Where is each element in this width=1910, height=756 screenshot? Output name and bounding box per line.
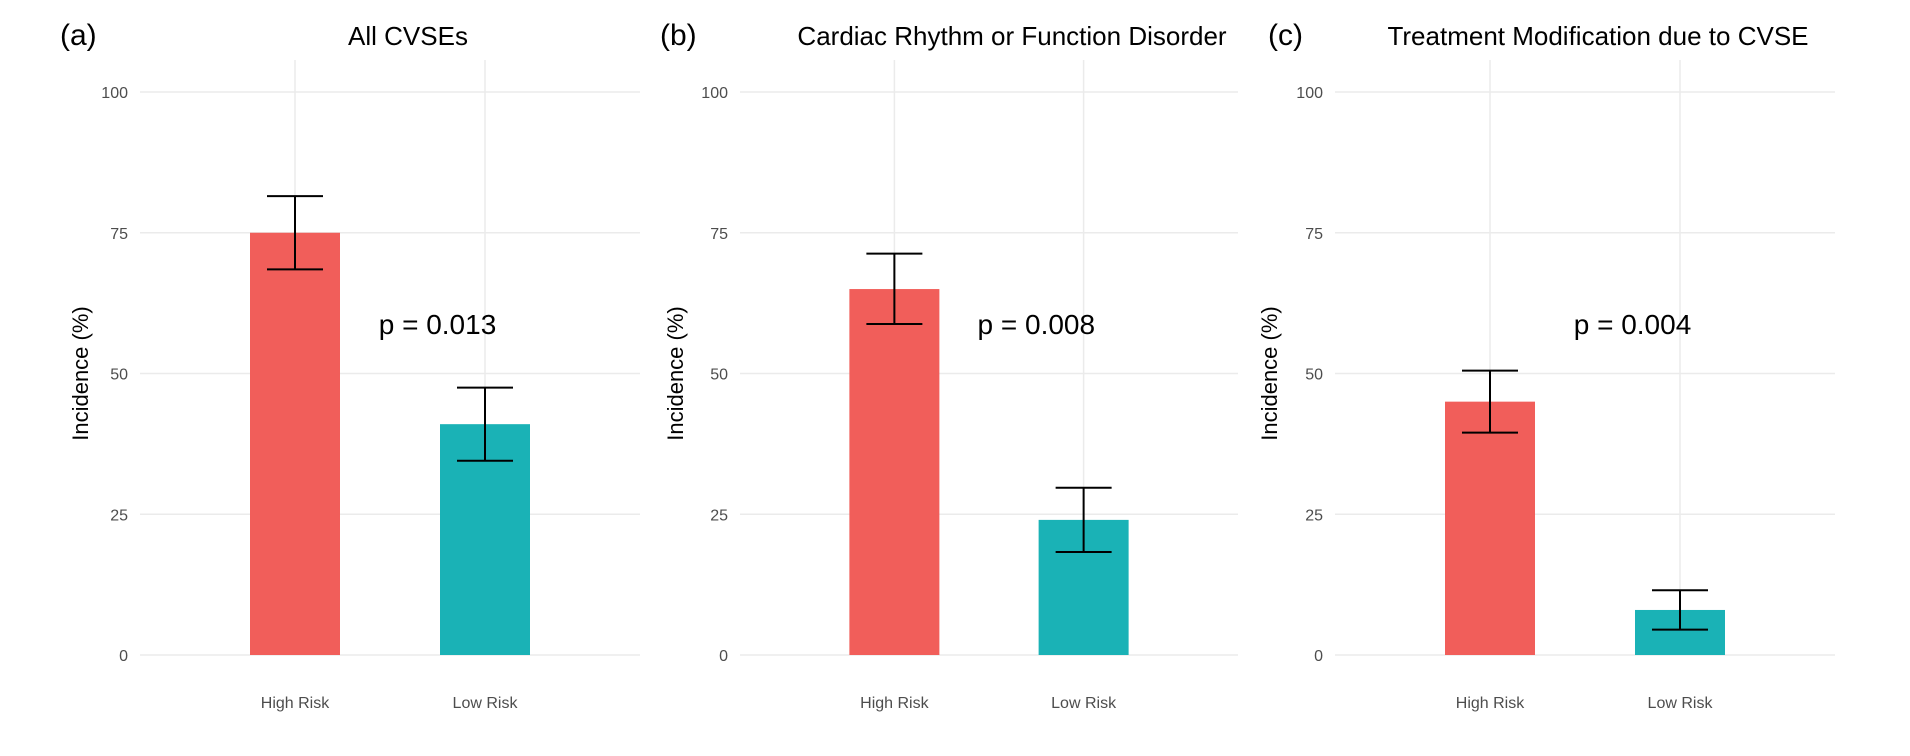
panel-1: 0 25 50 75 100 High Risk Low Risk Incidence (%)… [60,19,640,712]
y-tick-label-75: 75 [110,226,128,243]
panel-title: All CVSEs [348,21,468,51]
y-axis-title: Incidence (%) [663,306,688,441]
x-category-label-1: High Risk [1456,695,1525,712]
panel-title: Treatment Modification due to CVSE [1387,21,1808,51]
p-value-annotation: p = 0.008 [978,309,1096,340]
y-tick-label-25: 25 [110,507,128,524]
y-axis-title: Incidence (%) [68,306,93,441]
y-tick-label-100: 100 [701,85,728,102]
x-category-label-2: Low Risk [453,695,519,712]
p-value-annotation: p = 0.004 [1574,309,1692,340]
y-tick-label-25: 25 [1305,507,1323,524]
panel-2: 0 25 50 75 100 High Risk Low Risk Incidence (%)… [660,19,1238,712]
bar-high-risk [250,232,340,655]
p-value-annotation: p = 0.013 [379,309,497,340]
y-axis-title: Incidence (%) [1257,306,1282,441]
panel-tag: (b) [660,19,697,52]
bar-low-risk [440,424,530,655]
y-tick-label-100: 100 [101,85,128,102]
y-tick-label-50: 50 [710,367,728,384]
y-tick-label-0: 0 [119,648,128,665]
y-tick-label-0: 0 [1314,648,1323,665]
panel-title: Cardiac Rhythm or Function Disorder [797,21,1226,51]
y-tick-label-50: 50 [110,367,128,384]
x-category-label-2: Low Risk [1051,695,1117,712]
bar-high-risk [1445,401,1535,655]
x-category-label-1: High Risk [261,695,330,712]
x-category-label-1: High Risk [860,695,929,712]
panel-3: 0 25 50 75 100 High Risk Low Risk Incidence (%)… [1257,19,1835,712]
y-tick-label-100: 100 [1296,85,1323,102]
panel-tag: (a) [60,19,97,52]
y-tick-label-75: 75 [710,226,728,243]
y-tick-label-0: 0 [719,648,728,665]
y-tick-label-75: 75 [1305,226,1323,243]
panel-tag: (c) [1268,19,1303,52]
y-tick-label-50: 50 [1305,367,1323,384]
bar-high-risk [849,289,940,655]
x-category-label-2: Low Risk [1648,695,1714,712]
y-tick-label-25: 25 [710,507,728,524]
